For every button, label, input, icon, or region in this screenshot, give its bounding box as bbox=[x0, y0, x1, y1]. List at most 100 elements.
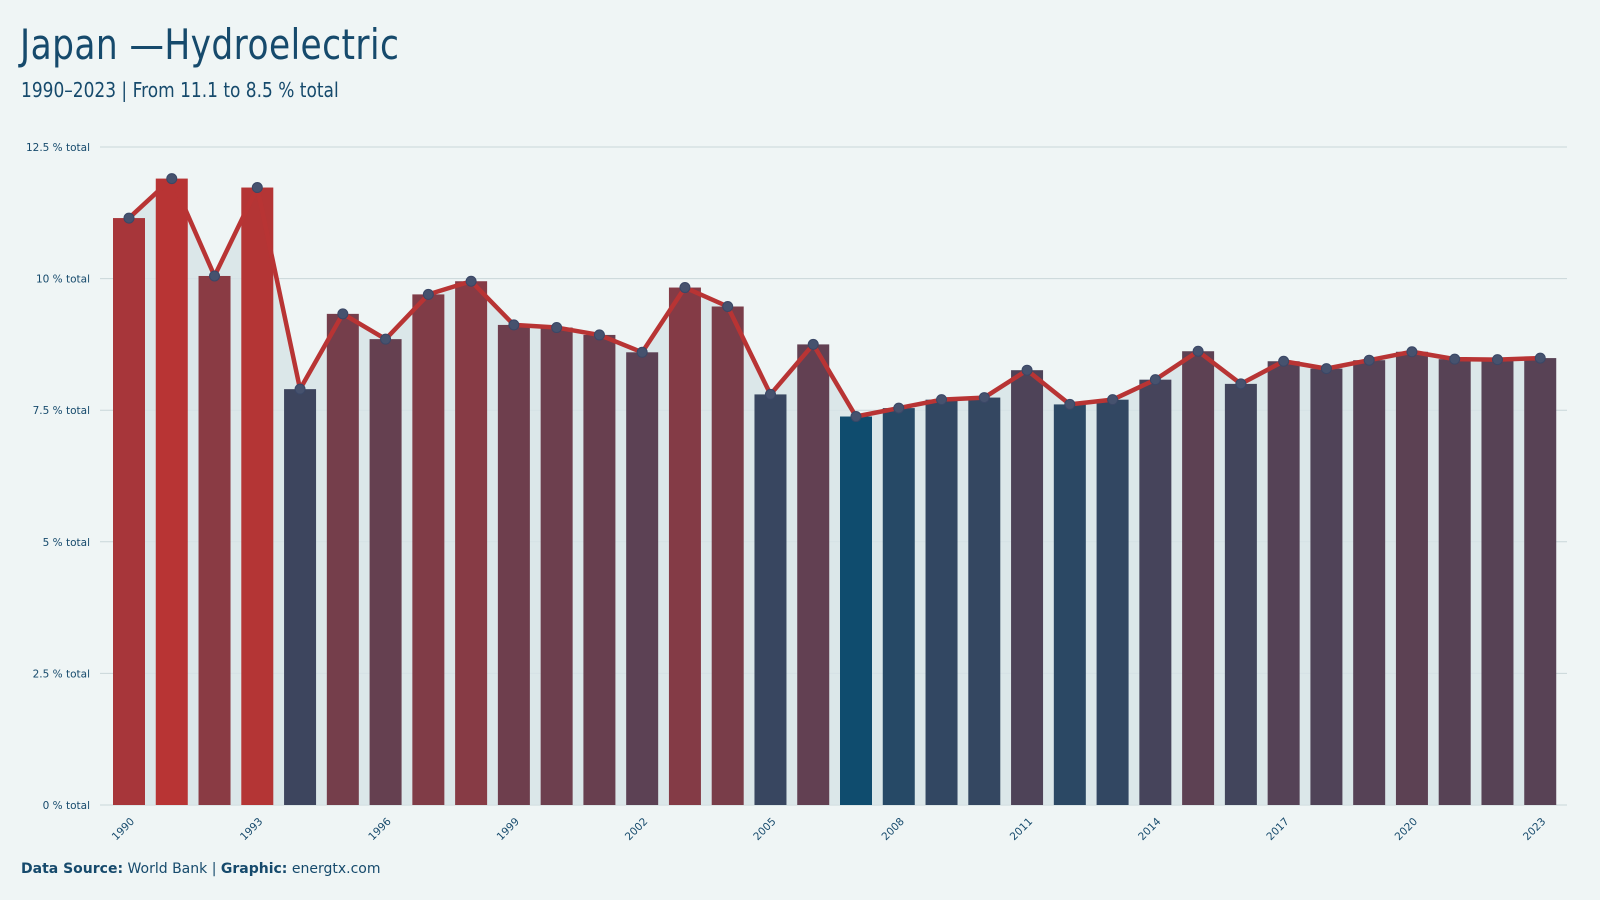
data-point bbox=[1278, 355, 1290, 367]
bar bbox=[1182, 351, 1215, 805]
data-point bbox=[893, 402, 905, 414]
data-point bbox=[380, 333, 392, 345]
bar bbox=[583, 334, 616, 805]
y-tick-label: 7.5 % total bbox=[33, 405, 90, 417]
bar bbox=[711, 306, 744, 805]
bar bbox=[241, 187, 274, 805]
data-point bbox=[123, 212, 135, 224]
data-point bbox=[679, 282, 691, 294]
data-point bbox=[1363, 354, 1375, 366]
source-value: World Bank bbox=[127, 861, 208, 877]
y-tick-label: 10 % total bbox=[36, 274, 90, 286]
trend-line bbox=[127, 176, 1541, 419]
y-tick-label: 12.5 % total bbox=[26, 142, 90, 154]
bar bbox=[1224, 383, 1257, 805]
bar bbox=[455, 281, 488, 805]
chart-footer: Data Source: World Bank | Graphic: energ… bbox=[21, 861, 380, 877]
data-point bbox=[1021, 364, 1033, 376]
data-point bbox=[1320, 363, 1332, 375]
bar bbox=[412, 294, 445, 805]
bar bbox=[1310, 368, 1343, 805]
data-point bbox=[508, 319, 520, 331]
bar bbox=[198, 275, 231, 805]
x-tick-label: 1996 bbox=[366, 815, 394, 843]
data-point bbox=[936, 394, 948, 406]
bar bbox=[155, 178, 188, 806]
data-point bbox=[1149, 374, 1161, 386]
data-point bbox=[722, 300, 734, 312]
bar bbox=[1139, 379, 1172, 805]
chart-title: Japan —Hydroelectric bbox=[20, 20, 400, 69]
bars bbox=[113, 178, 1557, 806]
graphic-value: energtx.com bbox=[291, 861, 381, 877]
x-tick-label: 1993 bbox=[238, 816, 265, 843]
bar bbox=[840, 416, 872, 805]
x-tick-label: 2014 bbox=[1136, 815, 1164, 843]
data-point bbox=[1406, 346, 1418, 358]
bar bbox=[882, 408, 915, 805]
x-tick-label: 2008 bbox=[879, 816, 906, 843]
bar bbox=[925, 399, 958, 805]
data-point bbox=[337, 308, 349, 320]
bar bbox=[1438, 359, 1471, 805]
data-point bbox=[1235, 378, 1247, 390]
data-point bbox=[850, 411, 862, 423]
data-point bbox=[465, 275, 477, 287]
data-point bbox=[807, 338, 819, 350]
data-point bbox=[1107, 394, 1119, 406]
data-point bbox=[636, 346, 648, 358]
bar bbox=[326, 313, 359, 805]
data-point bbox=[1064, 398, 1076, 410]
bar bbox=[1395, 351, 1428, 805]
x-tick-label: 1999 bbox=[495, 816, 522, 843]
data-point bbox=[978, 392, 990, 404]
bar bbox=[1481, 359, 1514, 805]
bar bbox=[113, 218, 145, 806]
x-tick-label: 2011 bbox=[1008, 816, 1035, 843]
bar bbox=[1053, 404, 1086, 805]
source-label: Data Source: bbox=[21, 861, 124, 877]
data-point bbox=[1449, 353, 1461, 365]
bar bbox=[284, 389, 317, 805]
bar bbox=[1096, 399, 1129, 805]
series-line bbox=[127, 176, 1541, 419]
x-axis-tick-labels: 1990 1993 1996 1999 2002 2005 2008 2011 2014 2017… bbox=[110, 815, 1549, 843]
x-tick-label: 2017 bbox=[1264, 816, 1291, 843]
data-point bbox=[764, 388, 776, 400]
x-tick-label: 2005 bbox=[751, 816, 778, 843]
bar bbox=[626, 352, 659, 805]
bar bbox=[668, 287, 701, 805]
bar bbox=[540, 327, 573, 805]
x-tick-label: 2020 bbox=[1393, 816, 1420, 843]
data-point bbox=[251, 182, 263, 194]
bar bbox=[1267, 361, 1300, 805]
data-point bbox=[593, 329, 605, 341]
data-point bbox=[209, 270, 221, 282]
y-axis-tick-labels: 0 % total 2.5 % total 5 % total 7.5 % total… bbox=[26, 142, 90, 812]
data-points bbox=[123, 173, 1546, 423]
footer-separator: | bbox=[211, 861, 217, 877]
x-tick-label: 2002 bbox=[623, 816, 650, 843]
data-point bbox=[294, 383, 306, 395]
y-tick-label: 5 % total bbox=[43, 537, 90, 549]
graphic-label: Graphic: bbox=[220, 861, 288, 877]
data-point bbox=[1534, 352, 1546, 364]
bar bbox=[968, 397, 1001, 805]
y-tick-label: 0 % total bbox=[43, 800, 90, 812]
bar bbox=[369, 339, 402, 805]
data-point bbox=[1192, 345, 1204, 357]
data-point bbox=[1491, 354, 1503, 366]
data-point bbox=[166, 173, 178, 185]
x-tick-label: 1990 bbox=[110, 816, 137, 843]
bar bbox=[497, 324, 530, 805]
y-tick-label: 2.5 % total bbox=[33, 668, 90, 680]
data-point bbox=[422, 288, 434, 300]
bar bbox=[1353, 360, 1386, 805]
x-tick-label: 2023 bbox=[1521, 816, 1548, 843]
bar bbox=[754, 394, 787, 805]
chart-subtitle: 1990–2023 | From 11.1 to 8.5 % total bbox=[21, 78, 339, 102]
bar bbox=[797, 344, 830, 805]
bar bbox=[1524, 358, 1557, 805]
bar bbox=[1011, 370, 1044, 805]
